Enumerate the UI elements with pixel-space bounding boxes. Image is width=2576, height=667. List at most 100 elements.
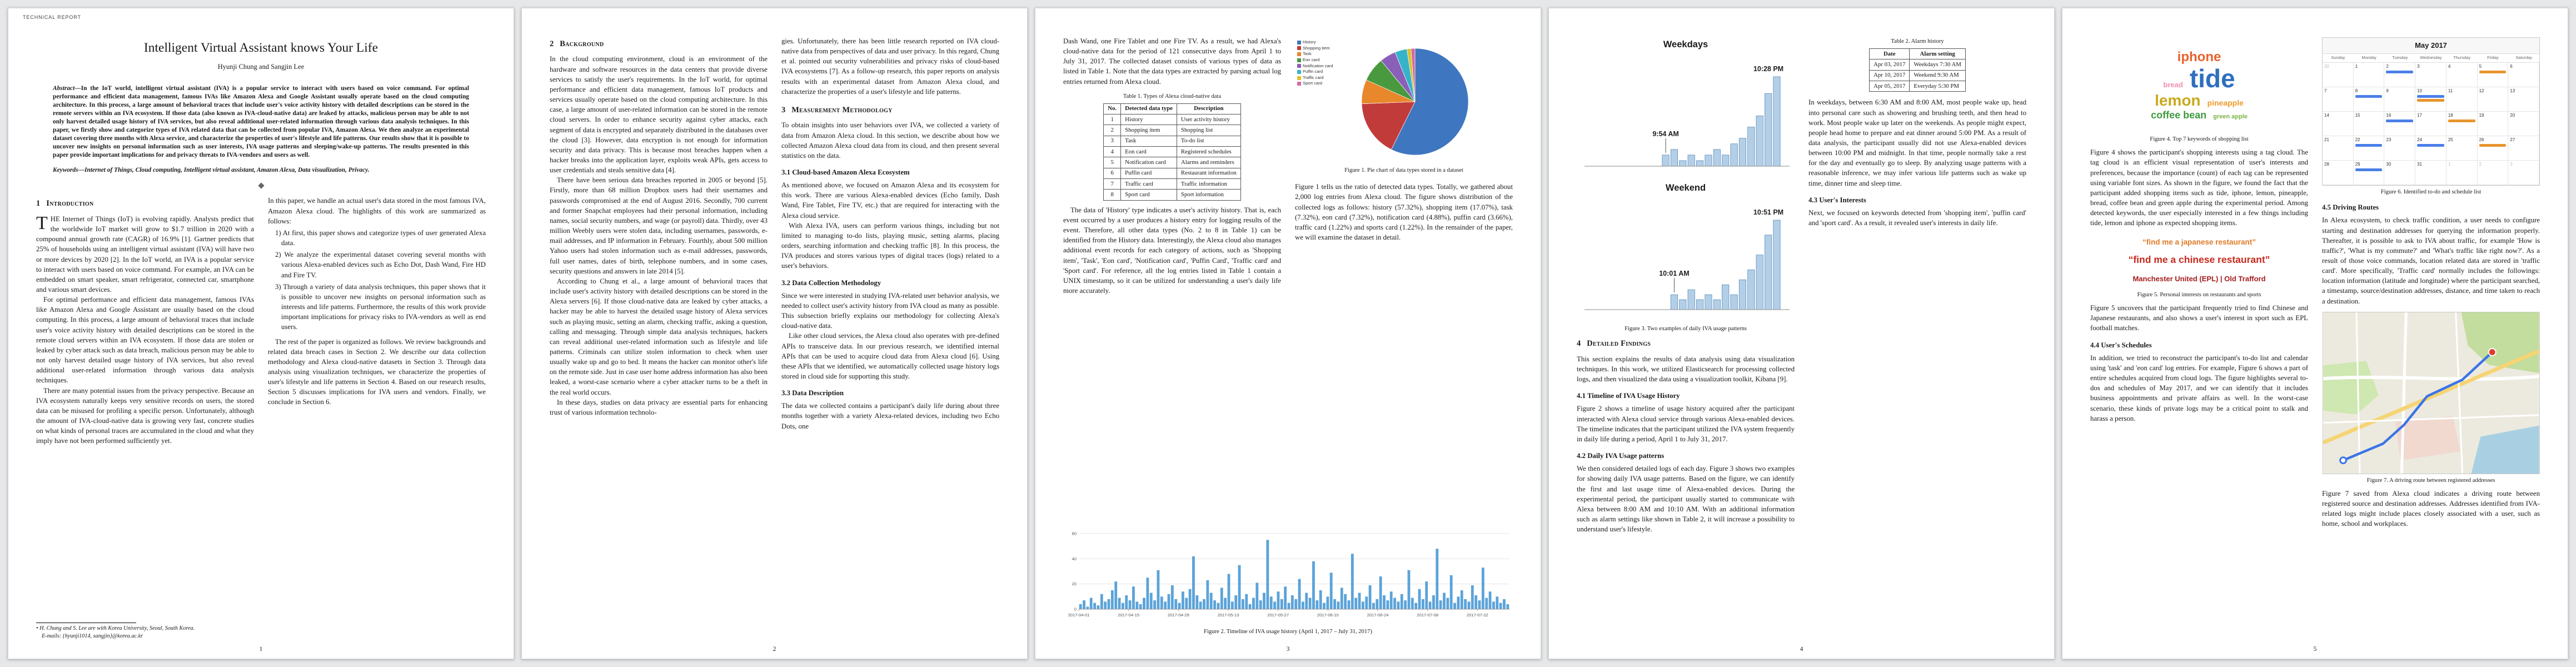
pie-slice bbox=[1361, 101, 1416, 150]
calendar-weekday-label: Sunday bbox=[2331, 55, 2345, 61]
page-4: Weekdays 9:54 AM 10:28 PM Weekend 10:01 A… bbox=[1548, 8, 2055, 659]
weekend-chart-title: Weekend bbox=[1665, 182, 1706, 193]
timeline-bar bbox=[1245, 594, 1248, 609]
calendar-day-number: 16 bbox=[2386, 112, 2391, 118]
legend-swatch bbox=[1297, 82, 1301, 86]
section-number: 1 bbox=[36, 199, 41, 208]
timeline-bar bbox=[1203, 599, 1205, 609]
table-cell: Restaurant information bbox=[1176, 167, 1241, 180]
calendar-day-number: 30 bbox=[2386, 161, 2391, 167]
figure3-caption: Figure 3. Two examples of daily IVA usag… bbox=[1625, 326, 1747, 332]
legend-item: Shopping item bbox=[1297, 46, 1333, 52]
table-cell: 6 bbox=[1103, 167, 1122, 180]
legend-item: Sport card bbox=[1297, 81, 1333, 87]
section-number: 4 bbox=[1577, 339, 1581, 349]
timeline-bar bbox=[1418, 589, 1421, 609]
table-cell: Weekend 9:30 AM bbox=[1909, 69, 1966, 82]
legend-label: Task bbox=[1303, 51, 1312, 57]
page-1: TECHNICAL REPORT Intelligent Virtual Ass… bbox=[8, 8, 514, 659]
timeline-bar bbox=[1393, 598, 1396, 609]
usage-bar bbox=[1670, 294, 1678, 310]
paragraph: Figure 5 uncovers that the participant f… bbox=[2090, 304, 2308, 332]
timeline-bar bbox=[1086, 606, 1089, 609]
calendar-grid: 30 1 2 3 4 5 6 7 8 9 10 11 12 13 14 15 16 17 18 19 20 21 22 23 2… bbox=[2323, 62, 2539, 185]
wordcloud-word: pineapple bbox=[2207, 98, 2244, 107]
timeline-bar bbox=[1496, 596, 1499, 609]
paragraph: To obtain insights into user behaviors o… bbox=[781, 121, 999, 160]
table-header-cell: Date bbox=[1869, 48, 1910, 60]
calendar-day-number: 26 bbox=[2479, 137, 2484, 142]
section-number: 3 bbox=[781, 105, 786, 115]
paragraph: The data of 'History' type indicates a u… bbox=[1063, 206, 1281, 295]
timeline-bar bbox=[1386, 600, 1389, 609]
table-row: 1 History User activity history bbox=[1103, 114, 1241, 126]
table-cell: History bbox=[1120, 114, 1177, 126]
subsection-heading: 3.3 Data Description bbox=[781, 389, 844, 397]
paper-title: Intelligent Virtual Assistant knows Your… bbox=[143, 41, 378, 55]
legend-label: History bbox=[1303, 39, 1316, 44]
calendar-day-number: 28 bbox=[2324, 161, 2329, 167]
timeline-bar bbox=[1104, 601, 1107, 609]
timeline-bar bbox=[1153, 600, 1156, 609]
usage-bar bbox=[1773, 220, 1781, 310]
usage-bar bbox=[1679, 160, 1687, 167]
calendar-day-cell: 4 bbox=[2446, 62, 2478, 87]
timeline-bar bbox=[1383, 595, 1386, 609]
calendar-event-chip bbox=[2386, 120, 2414, 123]
calendar-day-cell: 12 bbox=[2477, 87, 2509, 112]
calendar-day-number: 20 bbox=[2510, 112, 2515, 118]
table-alexa-data-types: No. Detected data type Description 1 History… bbox=[1103, 103, 1241, 201]
x-tick-label: 2017-04-01 bbox=[1068, 613, 1090, 618]
route-end-marker bbox=[2488, 347, 2497, 356]
calendar-day-cell: 1 bbox=[2353, 62, 2385, 87]
calendar-day-number: 19 bbox=[2479, 112, 2484, 118]
calendar-widget: May 2017 Sunday Monday Tuesday Wednesday Thu… bbox=[2322, 37, 2540, 186]
paragraph: In addition, we tried to reconstruct the… bbox=[2090, 354, 2308, 422]
timeline-chart: 0 20 40 60 2017-04-01 2017-04-15 2017-04-29 201… bbox=[1068, 531, 1509, 618]
usage-bar bbox=[1722, 284, 1730, 310]
route-line bbox=[2341, 351, 2493, 462]
wordcloud-word: coffee bean bbox=[2151, 109, 2207, 121]
abstract-label: Abstract— bbox=[53, 85, 81, 92]
timeline-bar bbox=[1143, 598, 1145, 609]
paragraph: We then considered detailed logs of each… bbox=[1577, 465, 1795, 534]
x-tick-label: 2017-04-15 bbox=[1118, 613, 1139, 618]
timeline-bar bbox=[1160, 596, 1163, 609]
wordcloud-word: iphone bbox=[2177, 49, 2221, 64]
usage-bar bbox=[1705, 155, 1712, 167]
legend-label: Sport card bbox=[1303, 81, 1323, 86]
usage-bar bbox=[1738, 138, 1747, 167]
calendar-day-cell: 29 bbox=[2353, 160, 2385, 185]
calendar-event-chip bbox=[2479, 71, 2507, 74]
section-heading-introduction: 1 Introduction bbox=[36, 198, 254, 209]
timeline-bar bbox=[1167, 594, 1170, 609]
calendar-day-number: 21 bbox=[2324, 137, 2329, 142]
timeline-bar bbox=[1397, 601, 1400, 609]
calendar-weekday-label: Tuesday bbox=[2392, 55, 2408, 61]
table-cell: Alarms and reminders bbox=[1176, 157, 1241, 168]
calendar-day-number: 29 bbox=[2355, 161, 2360, 167]
calendar-day-number: 18 bbox=[2448, 112, 2453, 118]
timeline-bar bbox=[1241, 599, 1244, 609]
table-cell: 1 bbox=[1103, 114, 1122, 126]
dropcap-letter: T bbox=[36, 212, 48, 233]
subsection-heading: 3.1 Cloud-based Amazon Alexa Ecosystem bbox=[781, 168, 910, 177]
timeline-bar bbox=[1411, 598, 1414, 609]
table-row: 3 Task To-do list bbox=[1103, 135, 1241, 147]
map-figure bbox=[2322, 311, 2540, 474]
timeline-bar bbox=[1170, 585, 1174, 609]
x-tick-label: 2017-06-10 bbox=[1317, 613, 1339, 618]
table-row: Apr 03, 2017 Weekdays 7:30 AM bbox=[1869, 59, 1966, 71]
subsection-heading: 4.5 Driving Routes bbox=[2322, 203, 2379, 212]
table-cell: Sport card bbox=[1120, 189, 1177, 201]
calendar-day-cell: 3 bbox=[2508, 160, 2539, 185]
usage-bar bbox=[1747, 127, 1755, 167]
timeline-bar bbox=[1344, 594, 1347, 609]
figure4-caption: Figure 4. Top 7 keywords of shopping lis… bbox=[2150, 136, 2249, 142]
timeline-bar bbox=[1354, 598, 1358, 609]
timeline-bar bbox=[1224, 598, 1227, 609]
weekday-usage-chart: 9:54 AM 10:28 PM bbox=[1585, 65, 1790, 167]
calendar-day-cell: 24 bbox=[2415, 136, 2447, 161]
page-number: 1 bbox=[259, 646, 263, 653]
table-cell: Task bbox=[1120, 135, 1177, 147]
